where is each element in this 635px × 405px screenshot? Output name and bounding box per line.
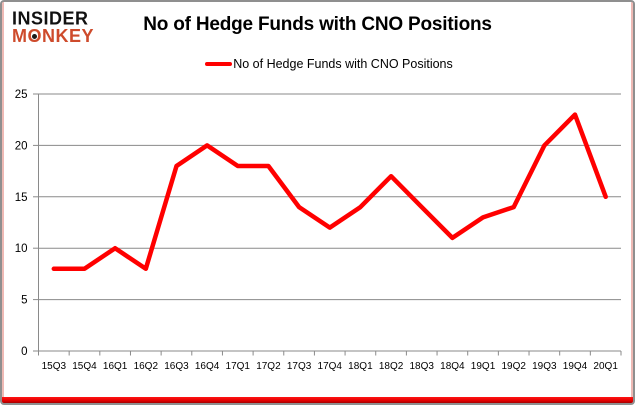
x-tick-label: 16Q2 xyxy=(134,361,159,372)
bottom-accent-bar xyxy=(2,397,633,403)
x-tick-label: 15Q4 xyxy=(72,361,97,372)
x-tick-label: 17Q3 xyxy=(287,361,312,372)
left-accent-edge xyxy=(2,2,4,403)
x-tick-label: 15Q3 xyxy=(42,361,67,372)
chart-legend: No of Hedge Funds with CNO Positions xyxy=(29,57,629,71)
logo-line-monkey: MONKEY xyxy=(12,25,95,46)
x-tick-label: 16Q4 xyxy=(195,361,220,372)
y-tick-label: 25 xyxy=(15,89,28,101)
insider-monkey-logo: INSIDER MONKEY xyxy=(12,7,95,46)
x-tick-label: 18Q3 xyxy=(409,361,434,372)
x-tick-label: 19Q4 xyxy=(563,361,588,372)
chart-title: No of Hedge Funds with CNO Positions xyxy=(143,14,492,35)
x-tick-label: 19Q3 xyxy=(532,361,557,372)
x-tick-label: 20Q1 xyxy=(593,361,618,372)
y-tick-label: 0 xyxy=(21,346,27,358)
y-tick-label: 10 xyxy=(15,243,28,255)
y-tick-label: 15 xyxy=(15,192,28,204)
x-tick-label: 16Q1 xyxy=(103,361,128,372)
legend-line-swatch xyxy=(205,62,233,66)
logo-line-insider: INSIDER xyxy=(12,7,89,29)
x-tick-label: 19Q1 xyxy=(471,361,496,372)
x-tick-label: 18Q4 xyxy=(440,361,465,372)
series-line xyxy=(51,112,608,272)
x-tick-label: 17Q1 xyxy=(226,361,251,372)
x-tick-label: 17Q4 xyxy=(318,361,343,372)
x-tick-label: 18Q1 xyxy=(348,361,373,372)
x-tick-label: 18Q2 xyxy=(379,361,404,372)
legend-label: No of Hedge Funds with CNO Positions xyxy=(233,57,453,71)
monkey-eye-icon: O xyxy=(27,25,43,46)
x-tick-label: 16Q3 xyxy=(164,361,189,372)
y-tick-label: 5 xyxy=(21,295,27,307)
y-tick-label: 20 xyxy=(15,140,28,152)
x-tick-label: 17Q2 xyxy=(256,361,281,372)
x-tick-label: 19Q2 xyxy=(501,361,526,372)
right-accent-edge xyxy=(631,2,633,403)
